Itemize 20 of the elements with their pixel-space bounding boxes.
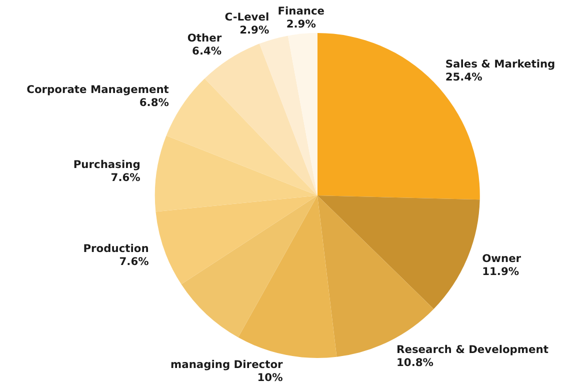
slice-label: Finance <box>278 4 325 18</box>
data-label: 7.6% <box>119 254 150 268</box>
slice-label: Purchasing <box>73 158 140 171</box>
slice-label: Production <box>83 242 149 255</box>
data-label: 11.9% <box>482 264 520 278</box>
slice-label: Research & Development <box>396 342 548 356</box>
data-label: 6.4% <box>192 44 222 58</box>
data-label: 6.8% <box>139 96 170 109</box>
data-label: 2.9% <box>286 17 316 30</box>
data-label: 2.9% <box>240 23 270 36</box>
data-label: 10.8% <box>396 356 434 369</box>
data-label: 25.4% <box>445 70 483 84</box>
slice-label: C-Level <box>224 10 270 24</box>
slice-label: Corporate Management <box>26 82 169 96</box>
slice-label: Other <box>187 32 222 45</box>
slice-label: Owner <box>482 252 522 265</box>
data-label: 10% <box>257 370 284 384</box>
data-label: 7.6% <box>110 170 141 184</box>
slice-label: managing Director <box>170 358 284 371</box>
slice-label: Sales & Marketing <box>445 58 556 71</box>
